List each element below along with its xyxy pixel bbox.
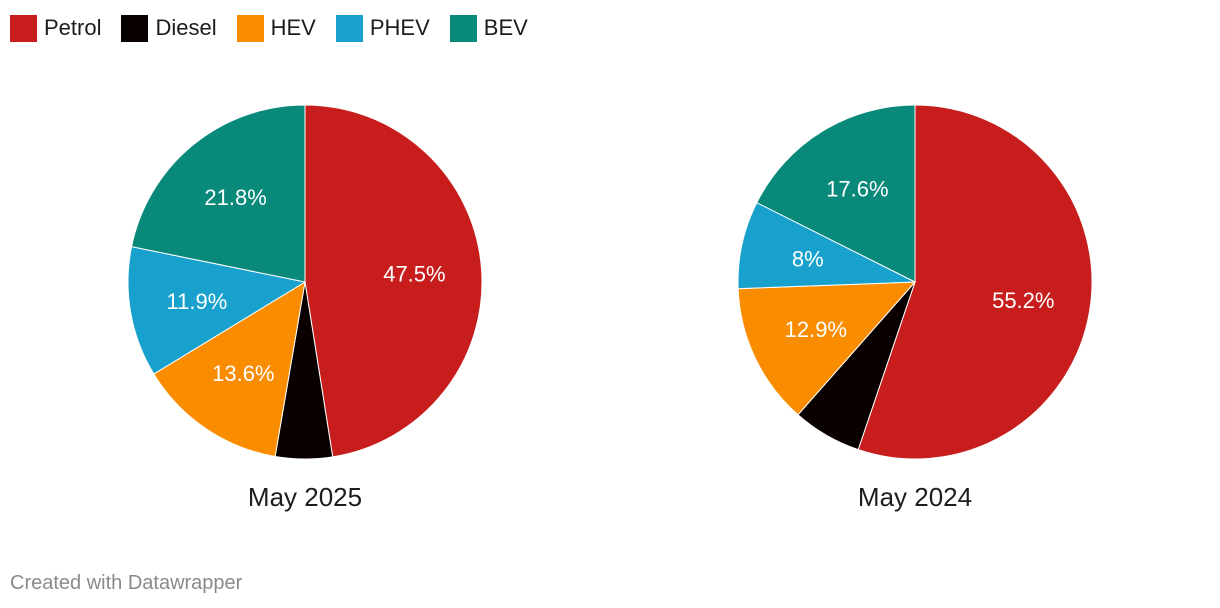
legend-label-phev: PHEV bbox=[369, 15, 430, 40]
pie-slice-petrol bbox=[857, 104, 1093, 460]
pie-data-label-hev: 13.6% bbox=[212, 361, 274, 386]
legend-swatch-hev bbox=[236, 14, 264, 42]
pie-slice-hev bbox=[153, 281, 306, 458]
pie-slice-bev bbox=[130, 104, 306, 283]
pie-slice-petrol bbox=[304, 104, 483, 458]
pie-chart-0: 47.5% 13.6% 11.9% 21.8% May 2025 bbox=[127, 104, 483, 512]
pie-slice-phev bbox=[737, 201, 916, 290]
legend-swatch-bev bbox=[449, 14, 477, 42]
pie-data-label-phev: 11.9% bbox=[167, 289, 228, 314]
legend-swatch-phev bbox=[335, 14, 363, 42]
legend-item-bev: BEV bbox=[449, 14, 528, 42]
legend-label-hev: HEV bbox=[270, 15, 316, 40]
pie-slice-phev bbox=[127, 246, 307, 375]
legend-item-petrol: Petrol bbox=[10, 14, 101, 42]
pie-title-0: May 2025 bbox=[248, 482, 362, 512]
legend-item-diesel: Diesel bbox=[121, 14, 217, 42]
legend-label-petrol: Petrol bbox=[44, 15, 102, 40]
pie-slice-hev bbox=[737, 281, 917, 416]
legend-label-diesel: Diesel bbox=[155, 15, 217, 40]
pie-data-label-phev: 8% bbox=[792, 247, 824, 272]
legend: Petrol Diesel HEV PHEV BEV bbox=[10, 14, 528, 42]
pie-title-1: May 2024 bbox=[858, 482, 972, 512]
legend-label-bev: BEV bbox=[483, 15, 528, 40]
legend-swatch-petrol bbox=[10, 14, 37, 42]
pie-data-label-hev: 12.9% bbox=[785, 317, 847, 342]
pie-slice-bev bbox=[756, 104, 916, 283]
pie-chart-1: 55.2% 12.9% 8% 17.6% May 2024 bbox=[737, 104, 1093, 512]
footer-credit: Created with Datawrapper bbox=[10, 572, 243, 594]
pie-data-label-petrol: 47.5% bbox=[383, 261, 445, 286]
pie-data-label-bev: 17.6% bbox=[826, 177, 888, 202]
pie-charts: 47.5% 13.6% 11.9% 21.8% May 2025 55.2% 12.9% 8%… bbox=[127, 104, 1093, 512]
legend-swatch-diesel bbox=[121, 14, 149, 42]
legend-item-hev: HEV bbox=[236, 14, 316, 42]
legend-item-phev: PHEV bbox=[335, 14, 430, 42]
pie-data-label-bev: 21.8% bbox=[204, 185, 266, 210]
pie-data-label-petrol: 55.2% bbox=[992, 288, 1054, 313]
